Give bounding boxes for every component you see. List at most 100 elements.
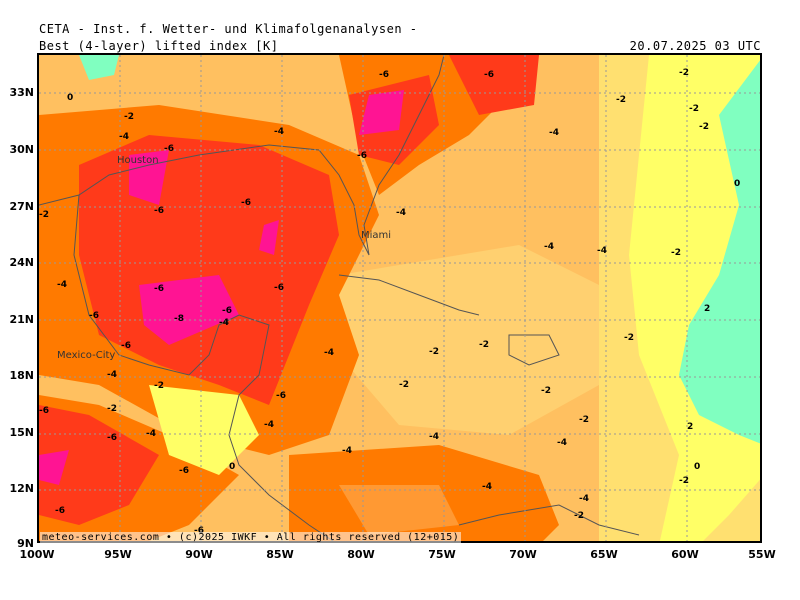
city-label-houston: Houston bbox=[117, 155, 159, 166]
contour-label: 0 bbox=[734, 179, 740, 189]
field-gulf-8c bbox=[259, 220, 279, 255]
contour-label: -4 bbox=[597, 246, 607, 256]
contour-label: -2 bbox=[39, 210, 49, 220]
contour-labels: 0 -2 -4 -6 -2 -6 -6 -4 -6 -6 -4 -8 -6 -6… bbox=[39, 68, 740, 536]
lon-label: 90W bbox=[185, 548, 213, 561]
contour-label: -2 bbox=[679, 476, 689, 486]
lon-label: 95W bbox=[104, 548, 132, 561]
contour-label: -2 bbox=[671, 248, 681, 258]
contour-label: -2 bbox=[429, 347, 439, 357]
contour-label: -4 bbox=[549, 128, 559, 138]
contour-label: -6 bbox=[89, 311, 99, 321]
us-gulf-coast bbox=[39, 55, 445, 256]
cuba-coast bbox=[338, 274, 480, 316]
contour-label: -6 bbox=[164, 144, 174, 154]
field-positive-nw bbox=[79, 55, 119, 80]
lat-label: 30N bbox=[9, 143, 34, 156]
field-ne-6 bbox=[449, 55, 539, 115]
contour-label: -6 bbox=[179, 466, 189, 476]
graticule bbox=[39, 55, 760, 541]
field-caribbean bbox=[339, 245, 599, 435]
lat-label: 27N bbox=[9, 200, 34, 213]
copyright-notice: meteo-services.com • (c)2025 IWKF • All … bbox=[40, 532, 462, 543]
lon-label: 60W bbox=[671, 548, 699, 561]
contour-label: -6 bbox=[276, 391, 286, 401]
lon-label: 65W bbox=[590, 548, 618, 561]
contour-label: -2 bbox=[616, 95, 626, 105]
contour-label: -6 bbox=[379, 70, 389, 80]
lifted-index-map: Houston Miami Mexico-City 0 -2 -4 -6 -2 … bbox=[39, 55, 760, 541]
valid-time: 20.07.2025 03 UTC bbox=[629, 39, 761, 53]
contour-label: -6 bbox=[241, 198, 251, 208]
header-title: CETA - Inst. f. Wetter- und Klimafolgena… bbox=[39, 22, 418, 36]
contour-label: -4 bbox=[324, 348, 334, 358]
hispaniola-coast bbox=[508, 334, 560, 366]
lon-label: 85W bbox=[266, 548, 294, 561]
lon-label: 80W bbox=[347, 548, 375, 561]
contour-label: -6 bbox=[39, 406, 49, 416]
contour-label: -4 bbox=[396, 208, 406, 218]
field-east-positive bbox=[679, 60, 760, 444]
contour-label: 2 bbox=[704, 304, 710, 314]
contour-label: -6 bbox=[121, 341, 131, 351]
contour-label: -6 bbox=[357, 151, 367, 161]
contour-label: -2 bbox=[107, 404, 117, 414]
contour-label: -4 bbox=[342, 446, 352, 456]
contour-label: 0 bbox=[67, 93, 73, 103]
contour-label: -2 bbox=[154, 381, 164, 391]
field-gulf-8b bbox=[139, 275, 239, 345]
field-south-caribbean-3 bbox=[339, 485, 459, 535]
contour-label: 0 bbox=[694, 462, 700, 472]
south-america-coast bbox=[458, 504, 640, 536]
contour-label: -4 bbox=[557, 438, 567, 448]
contour-label: -6 bbox=[154, 206, 164, 216]
contour-label: -4 bbox=[146, 429, 156, 439]
lat-label: 12N bbox=[9, 482, 34, 495]
contour-label: -2 bbox=[579, 415, 589, 425]
contour-label: -8 bbox=[174, 314, 184, 324]
lat-label: 24N bbox=[9, 256, 34, 269]
mexico-coast bbox=[73, 194, 334, 541]
contour-label: -2 bbox=[124, 112, 134, 122]
field-pacific-8 bbox=[39, 450, 69, 485]
contour-label: -2 bbox=[541, 386, 551, 396]
contour-label: -6 bbox=[154, 284, 164, 294]
contour-label: 2 bbox=[687, 422, 693, 432]
field-se-us-8 bbox=[359, 90, 404, 135]
city-label-mexico-city: Mexico-City bbox=[57, 350, 115, 361]
contour-label: -4 bbox=[57, 280, 67, 290]
field-central-america-0 bbox=[149, 385, 259, 475]
lon-label: 75W bbox=[428, 548, 456, 561]
contour-label: -2 bbox=[699, 122, 709, 132]
lon-label: 100W bbox=[19, 548, 55, 561]
contour-label: -6 bbox=[222, 306, 232, 316]
lat-label: 18N bbox=[9, 369, 34, 382]
contour-label: -4 bbox=[264, 420, 274, 430]
contour-label: -4 bbox=[107, 370, 117, 380]
contour-label: -4 bbox=[274, 127, 284, 137]
contour-label: -2 bbox=[689, 104, 699, 114]
contour-label: -2 bbox=[624, 333, 634, 343]
contour-label: -2 bbox=[399, 380, 409, 390]
field-gulf-6 bbox=[79, 135, 339, 405]
contour-label: -2 bbox=[679, 68, 689, 78]
map-frame: Houston Miami Mexico-City 0 -2 -4 -6 -2 … bbox=[37, 53, 762, 543]
product-title: Best (4-layer) lifted index [K] bbox=[39, 39, 279, 53]
contour-label: -4 bbox=[219, 318, 229, 328]
contour-label: -4 bbox=[579, 494, 589, 504]
contour-label: 0 bbox=[229, 462, 235, 472]
lon-label: 70W bbox=[509, 548, 537, 561]
lat-label: 15N bbox=[9, 426, 34, 439]
contour-label: -6 bbox=[107, 433, 117, 443]
contour-label: -4 bbox=[119, 132, 129, 142]
contour-label: -2 bbox=[574, 511, 584, 521]
coastlines bbox=[39, 55, 640, 541]
field-pacific-6 bbox=[39, 405, 159, 525]
contour-label: -6 bbox=[484, 70, 494, 80]
contour-label: -4 bbox=[482, 482, 492, 492]
contour-label: -6 bbox=[55, 506, 65, 516]
contour-label: -6 bbox=[274, 283, 284, 293]
contour-label: -4 bbox=[544, 242, 554, 252]
city-label-miami: Miami bbox=[361, 230, 391, 241]
contour-label: -6 bbox=[194, 526, 204, 536]
